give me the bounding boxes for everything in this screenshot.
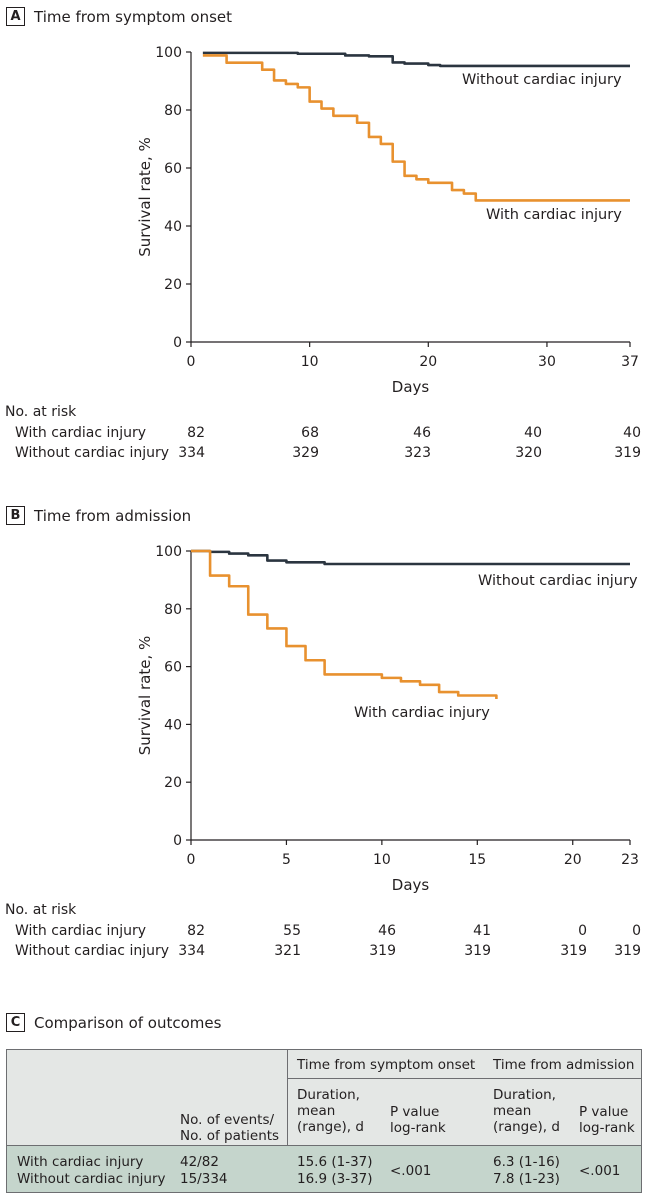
- at-risk-value: 40: [524, 425, 542, 441]
- row-events-with: 42/82: [180, 1154, 219, 1170]
- y-tick-label: 80: [164, 103, 182, 119]
- at-risk-value: 0: [578, 923, 587, 939]
- at-risk-row-label: With cardiac injury: [15, 923, 146, 939]
- panel-letter: B: [6, 506, 25, 525]
- at-risk-value: 319: [464, 943, 491, 959]
- x-axis-label: Days: [392, 378, 430, 396]
- at-risk-value: 319: [614, 445, 641, 461]
- at-risk-value: 319: [560, 943, 587, 959]
- at-risk-value: 320: [515, 445, 542, 461]
- at-risk-value: 55: [283, 923, 301, 939]
- col-header-admission-duration: Duration, mean (range), d: [493, 1087, 560, 1135]
- at-risk-value: 334: [178, 445, 205, 461]
- x-tick-label: 5: [282, 852, 291, 868]
- x-axis-label: Days: [392, 876, 430, 894]
- row-admission-duration-without: 7.8 (1-23): [493, 1171, 560, 1187]
- group-header-admission: Time from admission: [493, 1057, 635, 1073]
- at-risk-title: No. at risk: [5, 902, 77, 918]
- row-events-without: 15/334: [180, 1171, 228, 1187]
- survival-chart-b: 0 20 40 60 80 100 0 5 10 15 20 23 Days Survival rate,…: [5, 544, 641, 959]
- header-divider: [287, 1050, 288, 1145]
- at-risk-value: 319: [614, 943, 641, 959]
- outcomes-table: Time from symptom onset Time from admiss…: [6, 1049, 642, 1193]
- series-label: Without cardiac injury: [462, 72, 622, 88]
- x-tick-label: 20: [419, 354, 437, 370]
- y-tick-label: 0: [173, 833, 182, 849]
- y-tick-label: 60: [164, 161, 182, 177]
- series-line-with-cardiac-injury: [191, 549, 498, 699]
- panel-b-header: B Time from admission: [6, 506, 191, 525]
- y-tick-label: 80: [164, 602, 182, 618]
- at-risk-value: 41: [473, 923, 491, 939]
- group-header-onset: Time from symptom onset: [297, 1057, 476, 1073]
- at-risk-title: No. at risk: [5, 404, 77, 420]
- panel-title: Time from symptom onset: [34, 7, 233, 26]
- series-label: Without cardiac injury: [478, 573, 638, 589]
- group-header-row: [287, 1050, 641, 1079]
- survival-chart-a: 0 20 40 60 80 100 0 10 20 30 37 Days Survival rate, …: [5, 45, 641, 461]
- col-header-onset-duration: Duration, mean (range), d: [297, 1087, 364, 1135]
- at-risk-value: 82: [187, 425, 205, 441]
- series-line-without-cardiac-injury: [202, 51, 630, 68]
- col-header-admission-p: P value log-rank: [579, 1104, 635, 1136]
- panel-title: Time from admission: [34, 506, 192, 525]
- y-tick-label: 20: [164, 775, 182, 791]
- y-axis-label: Survival rate, %: [136, 137, 154, 257]
- table-body-bg: [7, 1146, 641, 1192]
- at-risk-value: 46: [413, 425, 431, 441]
- header-bottom-rule: [7, 1145, 641, 1146]
- at-risk-value: 68: [301, 425, 319, 441]
- x-tick-label: 37: [621, 354, 639, 370]
- at-risk-value: 321: [274, 943, 301, 959]
- at-risk-value: 0: [632, 923, 641, 939]
- panel-letter: A: [6, 7, 25, 26]
- series-label: With cardiac injury: [486, 207, 622, 223]
- at-risk-value: 46: [378, 923, 396, 939]
- at-risk-value: 334: [178, 943, 205, 959]
- x-tick-label: 0: [187, 354, 196, 370]
- x-tick-label: 0: [187, 852, 196, 868]
- at-risk-value: 319: [369, 943, 396, 959]
- y-tick-label: 100: [155, 544, 182, 560]
- y-tick-label: 20: [164, 277, 182, 293]
- panel-c-header: C Comparison of outcomes: [6, 1013, 221, 1032]
- y-tick-label: 100: [155, 45, 182, 61]
- row-onset-duration-with: 15.6 (1-37): [297, 1154, 373, 1170]
- at-risk-value: 40: [623, 425, 641, 441]
- y-tick-label: 40: [164, 219, 182, 235]
- at-risk-value: 323: [404, 445, 431, 461]
- col-header-onset-p: P value log-rank: [390, 1104, 446, 1136]
- series-line-without-cardiac-injury: [191, 549, 630, 566]
- y-tick-label: 40: [164, 717, 182, 733]
- x-tick-label: 20: [564, 852, 582, 868]
- series-label: With cardiac injury: [354, 705, 490, 721]
- x-tick-label: 30: [538, 354, 556, 370]
- p-value-onset: <.001: [390, 1163, 432, 1179]
- p-value-admission: <.001: [579, 1163, 621, 1179]
- y-tick-label: 0: [173, 335, 182, 351]
- row-admission-duration-with: 6.3 (1-16): [493, 1154, 560, 1170]
- y-axis-label: Survival rate, %: [136, 636, 154, 756]
- col-header-events: No. of events/ No. of patients: [180, 1112, 280, 1144]
- x-tick-label: 23: [621, 852, 639, 868]
- row-label-without: Without cardiac injury: [17, 1171, 166, 1187]
- at-risk-value: 329: [292, 445, 319, 461]
- x-tick-label: 10: [301, 354, 319, 370]
- series-line-with-cardiac-injury: [202, 54, 630, 202]
- at-risk-row-label: Without cardiac injury: [15, 943, 169, 959]
- table-header-bg: [7, 1050, 641, 1145]
- y-tick-label: 60: [164, 660, 182, 676]
- at-risk-value: 82: [187, 923, 205, 939]
- panel-title: Comparison of outcomes: [34, 1013, 222, 1032]
- x-tick-label: 15: [468, 852, 486, 868]
- panel-letter: C: [6, 1013, 25, 1032]
- panel-a-header: A Time from symptom onset: [6, 7, 232, 26]
- row-label-with: With cardiac injury: [17, 1154, 144, 1170]
- x-tick-label: 10: [373, 852, 391, 868]
- row-onset-duration-without: 16.9 (3-37): [297, 1171, 373, 1187]
- at-risk-row-label: Without cardiac injury: [15, 445, 169, 461]
- at-risk-row-label: With cardiac injury: [15, 425, 146, 441]
